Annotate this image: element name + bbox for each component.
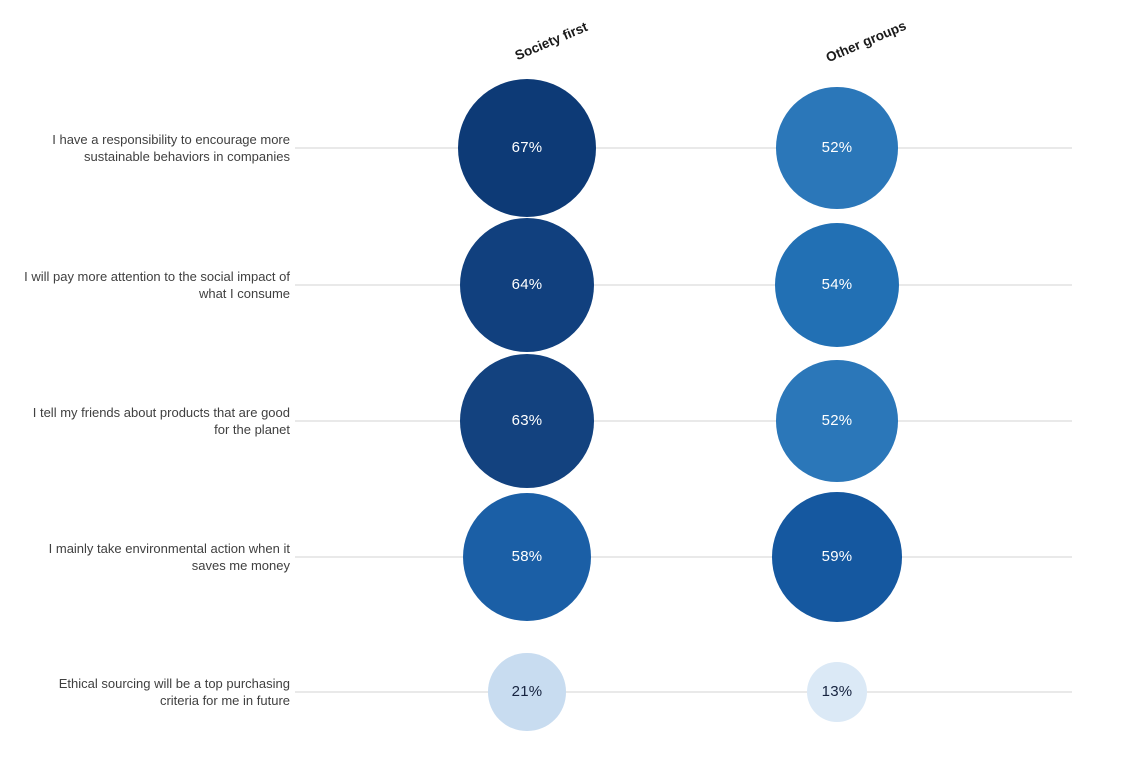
bubble-value: 58% [511, 548, 543, 566]
bubble-col0-row0: 67% [457, 78, 596, 217]
bubble-value: 21% [511, 683, 543, 701]
bubble-value: 52% [821, 412, 853, 430]
bubble-value: 52% [821, 139, 853, 157]
bubble-value: 59% [821, 548, 853, 566]
bubble-col1-row0: 52% [776, 87, 898, 209]
row-gridline [295, 691, 1072, 693]
bubble-value: 63% [511, 412, 543, 430]
bubble-col0-row4: 21% [488, 653, 566, 731]
column-header-other-groups: Other groups [823, 17, 909, 66]
bubble-col0-row3: 58% [462, 492, 592, 622]
bubble-value: 64% [511, 276, 543, 294]
bubble-value: 13% [821, 683, 853, 701]
row-label: I tell my friends about products that ar… [32, 404, 290, 437]
row-gridline [295, 556, 1072, 558]
row-gridline [295, 420, 1072, 422]
row-label: I have a responsibility to encourage mor… [52, 131, 290, 164]
bubble-col1-row4: 13% [806, 661, 868, 723]
bubble-col1-row3: 59% [772, 492, 902, 622]
bubble-col1-row2: 52% [776, 360, 898, 482]
row-gridline [295, 147, 1072, 149]
row-label: I will pay more attention to the social … [24, 268, 290, 301]
row-label: Ethical sourcing will be a top purchasin… [58, 675, 290, 708]
column-header-society-first: Society first [512, 19, 590, 64]
bubble-value: 67% [511, 139, 543, 157]
row-gridline [295, 284, 1072, 286]
row-label: I mainly take environmental action when … [48, 540, 290, 573]
bubble-col0-row1: 64% [459, 217, 595, 353]
bubble-col0-row2: 63% [460, 354, 594, 488]
bubble-col1-row1: 54% [775, 223, 899, 347]
bubble-value: 54% [821, 276, 853, 294]
